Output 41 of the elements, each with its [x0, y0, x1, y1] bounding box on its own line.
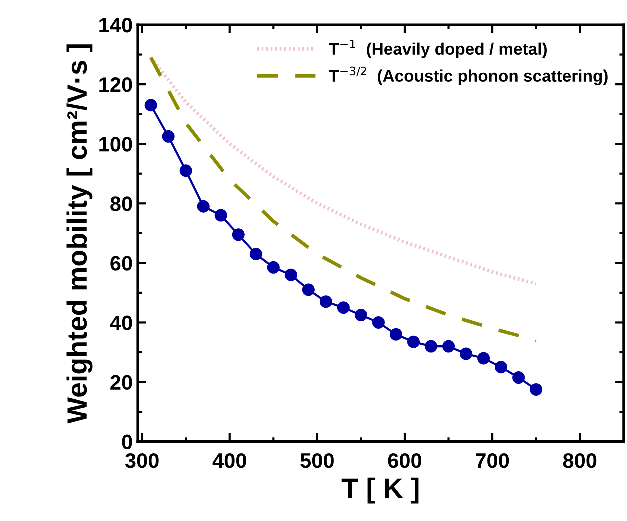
point: [390, 328, 402, 341]
point: [302, 284, 315, 296]
x-tick-label: 500: [300, 453, 334, 468]
point: [337, 302, 350, 314]
point: [162, 130, 175, 143]
point: [144, 99, 158, 112]
x-tick-label: 700: [476, 453, 510, 468]
legend-label: T$^{−3/2}$ (Acoustic phonon scattering): [329, 66, 608, 86]
point: [478, 352, 490, 365]
y-axis-title: Weighted mobility [ cm²/V·s ]: [66, 44, 93, 424]
point: [460, 348, 473, 360]
point: [197, 200, 210, 213]
y-tick-label: 60: [110, 256, 132, 271]
y-tick-label: 120: [100, 78, 132, 92]
point: [407, 336, 420, 348]
x-tick-label: 600: [388, 453, 422, 468]
point: [214, 209, 228, 222]
point: [512, 372, 526, 384]
x-tick-label: 400: [212, 453, 246, 468]
y-tick-label: 100: [100, 137, 132, 152]
y-tick-label: 80: [110, 196, 132, 212]
x-tick-label: 300: [125, 453, 159, 468]
point: [284, 268, 298, 282]
point: [424, 340, 438, 353]
point: [267, 261, 280, 274]
y-tick-label: 140: [100, 18, 132, 33]
legend-label: T$^{−1}$ (Heavily doped / metal): [329, 40, 547, 58]
point: [320, 296, 332, 308]
y-tick-label: 20: [110, 375, 132, 390]
point: [250, 248, 262, 260]
y-tick-label: 0: [122, 434, 132, 450]
point: [354, 309, 368, 322]
x-tick-label: 800: [563, 453, 597, 468]
point: [530, 383, 543, 396]
point: [495, 361, 508, 374]
y-tick-label: 40: [110, 316, 132, 330]
x-axis-title: T [ K ]: [342, 478, 419, 504]
point: [442, 340, 456, 353]
point: [232, 228, 245, 242]
point: [180, 164, 192, 178]
point: [372, 316, 385, 329]
